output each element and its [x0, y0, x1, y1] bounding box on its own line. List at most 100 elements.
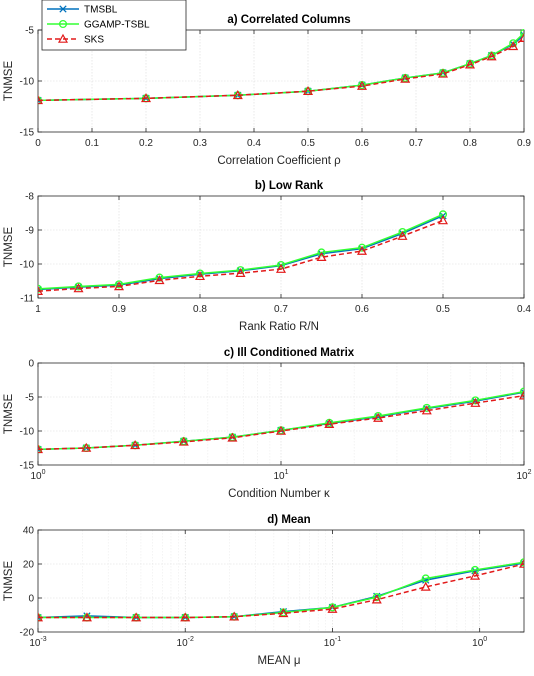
- series-line: [38, 37, 524, 102]
- y-axis-label: TNMSE: [3, 394, 15, 435]
- series-sks: [38, 215, 449, 295]
- y-tick-label: 20: [23, 560, 35, 571]
- x-tick-label: 10-3: [29, 636, 46, 649]
- chart-panel-3: 100 101 102 -15 -10 -5 0 c) Ill Conditioned Mat…: [3, 347, 532, 500]
- y-tick-label: 0: [28, 594, 34, 605]
- chart-panel-1: 0 0.1 0.2 0.3 0.4 0.5 0.6 0.7 0.8 0.9 -15 -10 -5 a) C…: [3, 14, 531, 167]
- legend-marker: [59, 5, 67, 13]
- data-point: [518, 558, 524, 568]
- data-point: [74, 282, 83, 291]
- data-point: [508, 41, 519, 51]
- data-point: [131, 612, 142, 622]
- x-tick-label: 101: [273, 469, 288, 482]
- series-sks: [38, 390, 524, 454]
- y-tick-label: 0: [28, 359, 34, 370]
- y-tick-label: -10: [20, 260, 35, 271]
- data-point: [470, 570, 481, 580]
- series-sks: [38, 558, 524, 622]
- plot-frame: [37, 529, 525, 633]
- data-point: [519, 29, 524, 38]
- data-point: [316, 251, 327, 261]
- legend-label: GGAMP-TSBL: [84, 20, 150, 31]
- data-point: [464, 59, 476, 69]
- chart-panel-4: 10-3 10-2 10-1 100 -20 0 20 40 d) Mean MEAN μ TNMS…: [3, 514, 525, 667]
- x-tick-label: 0.8: [463, 138, 477, 149]
- data-point: [114, 280, 124, 289]
- data-point: [73, 283, 84, 293]
- x-tick-label: 0.4: [517, 304, 531, 315]
- x-tick-label: 0.7: [274, 304, 288, 315]
- x-tick-label: 10-2: [177, 636, 194, 649]
- legend-item: GGAMP-TSBL: [47, 20, 150, 31]
- series-line: [38, 394, 524, 451]
- x-tick-label: 0.1: [85, 138, 99, 149]
- data-point: [194, 271, 206, 281]
- data-point: [518, 390, 524, 400]
- data-point: [130, 440, 141, 450]
- data-point: [180, 612, 191, 622]
- x-tick-label: 10-1: [324, 636, 341, 649]
- data-point: [81, 442, 92, 452]
- series-ggamp-tsbl: [38, 210, 448, 293]
- data-point: [470, 397, 481, 407]
- x-tick-label: 0: [35, 138, 41, 149]
- data-point: [422, 403, 431, 412]
- data-point: [400, 73, 411, 83]
- data-point: [357, 243, 367, 252]
- chart-panel-2: 1 0.9 0.8 0.7 0.6 0.5 0.4 -11 -10 -9 -8 b) Low Rank…: [3, 180, 531, 333]
- y-axis-label: TNMSE: [3, 227, 15, 268]
- grid: [38, 530, 524, 632]
- data-point: [371, 594, 382, 604]
- data-point: [519, 387, 524, 396]
- data-point: [356, 80, 368, 90]
- data-point: [421, 405, 432, 415]
- x-tick-label: 0.5: [436, 304, 450, 315]
- y-tick-label: -15: [20, 128, 35, 139]
- data-point: [372, 593, 381, 602]
- legend-marker: [58, 19, 68, 29]
- x-axis-label: Correlation Coefficient ρ: [217, 155, 341, 167]
- y-tick-label: -15: [20, 461, 35, 472]
- chart-title: d) Mean: [267, 514, 310, 526]
- x-tick-label: 0.5: [301, 138, 315, 149]
- data-point: [235, 267, 246, 277]
- chart-title: c) Ill Conditioned Matrix: [224, 347, 355, 359]
- y-tick-label: -20: [20, 628, 35, 639]
- y-axis-label: TNMSE: [3, 561, 15, 602]
- data-point: [356, 245, 368, 255]
- x-tick-label: 0.9: [517, 138, 531, 149]
- y-axis-label: TNMSE: [3, 61, 15, 102]
- x-axis-label: MEAN μ: [257, 655, 300, 667]
- data-point: [38, 284, 43, 293]
- y-tick-label: -8: [25, 192, 34, 203]
- data-point: [154, 275, 165, 285]
- data-point: [229, 611, 240, 621]
- series-line: [38, 563, 524, 619]
- data-point: [374, 411, 383, 421]
- data-point: [518, 32, 524, 42]
- x-tick-label: 0.3: [193, 138, 207, 149]
- y-tick-label: -5: [25, 393, 34, 404]
- data-point: [38, 612, 44, 622]
- data-point: [275, 425, 287, 435]
- data-point: [486, 51, 497, 61]
- chart-title: a) Correlated Columns: [227, 14, 350, 26]
- legend-label: SKS: [84, 35, 104, 46]
- data-point: [178, 436, 189, 446]
- x-axis-label: Rank Ratio R/N: [239, 321, 319, 333]
- y-tick-label: -9: [25, 226, 34, 237]
- series-line: [38, 213, 444, 290]
- data-point: [438, 210, 448, 219]
- y-tick-label: -5: [25, 26, 34, 37]
- data-point: [317, 248, 326, 257]
- x-tick-label: 0.4: [247, 138, 261, 149]
- x-tick-label: 0.6: [355, 304, 369, 315]
- x-tick-label: 100: [30, 469, 45, 482]
- x-tick-label: 0.2: [139, 138, 153, 149]
- data-point: [113, 281, 125, 291]
- y-tick-label: -10: [20, 427, 35, 438]
- grid: [38, 30, 524, 132]
- data-point: [324, 418, 335, 428]
- grid: [38, 363, 524, 465]
